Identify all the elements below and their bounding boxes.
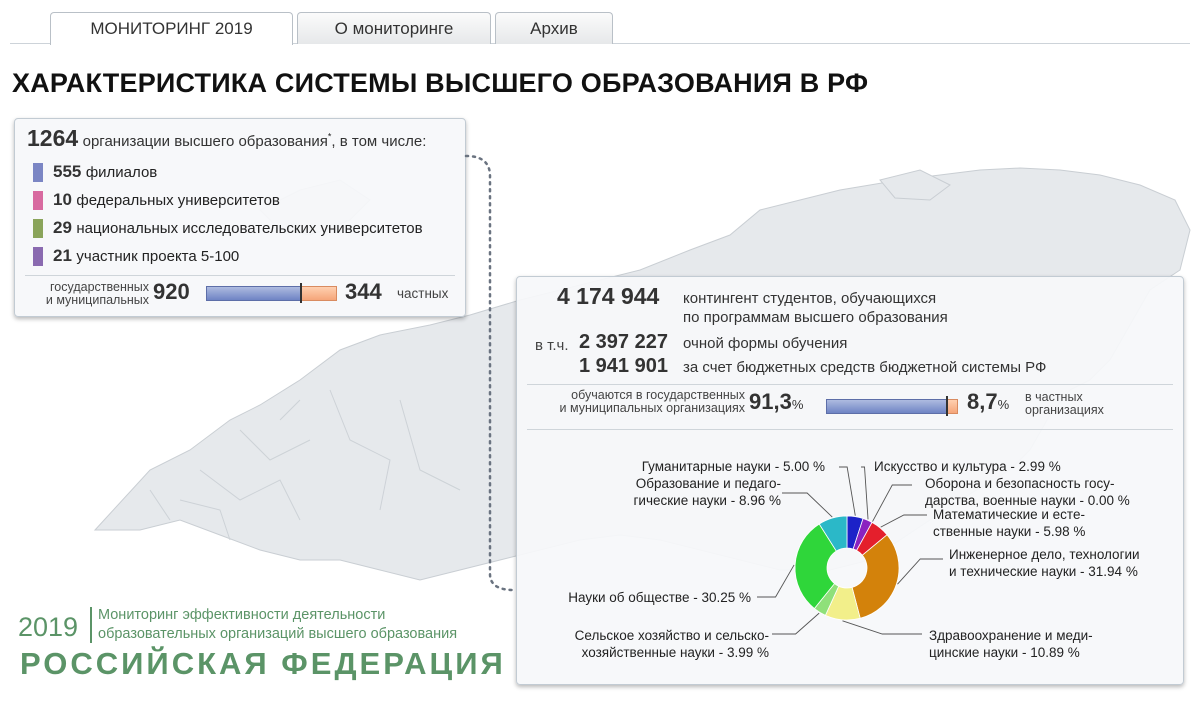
donut-leader-line [757,564,795,598]
footer-line-1: Мониторинг эффективности деятельности [98,607,386,623]
students-total-label: контингент студентов, обучающихся по про… [683,290,948,326]
state-orgs-label: государственных и муниципальных [45,280,149,307]
federal-universities-swatch [33,191,43,210]
fulltime-label: очной формы обучения [683,335,848,352]
donut-leader-line [861,466,869,520]
connector-bracket [464,154,516,592]
donut-leader-line [897,558,943,585]
footer-divider [90,607,92,643]
donut-leader-line [880,514,927,528]
organizations-total-row: 1264 организации высшего образования*, в… [27,125,426,152]
project-5-100-label: участник проекта 5-100 [76,248,240,265]
footer-country: РОССИЙСКАЯ ФЕДЕРАЦИЯ [20,646,506,681]
branches-value: 555 [53,162,82,181]
private-orgs-label: частных [397,286,449,301]
label-defense: Оборона и безопасность госу- дарства, во… [925,476,1130,508]
budget-value: 1 941 901 [579,355,668,377]
research-universities-label: национальных исследовательских университ… [76,220,423,237]
project-5-100-value: 21 [53,246,72,265]
federal-universities-value: 10 [53,190,72,209]
organizations-card: 1264 организации высшего образования*, в… [14,118,466,317]
tab-bar: МОНИТОРИНГ 2019 О мониторинге Архив [0,0,1200,45]
state-students-label: обучаются в государственных и муниципаль… [559,388,745,415]
private-students-value: 8,7% [967,389,1010,414]
donut-slice [851,534,900,619]
donut-leader-line [782,492,833,518]
donut-leader-line [839,466,856,516]
label-engineering: Инженерное дело, технологии и технически… [949,547,1140,579]
donut-leader-line [872,484,912,522]
organizations-total-label-tail: , в том числе: [331,133,427,150]
label-math: Математические и есте- ственные науки - … [933,507,1086,539]
donut-slice [794,523,837,610]
budget-label: за счет бюджетных средств бюджетной сист… [683,359,1047,376]
footnote-mark: * [327,131,332,142]
students-card: 4 174 944 контингент студентов, обучающи… [516,276,1184,685]
label-education: Образование и педаго- гические науки - 8… [633,476,782,508]
label-humanities: Гуманитарные науки - 5.00 % [641,459,825,474]
students-divider-1 [527,384,1173,385]
orgs-bar-divider [300,283,302,303]
organizations-divider [25,275,455,276]
tab-archive[interactable]: Архив [495,12,613,44]
federal-universities-label: федеральных университетов [76,192,280,209]
project-5-100-swatch [33,247,43,266]
footer-year: 2019 [18,612,79,642]
donut-leader-line [772,612,820,635]
label-medicine: Здравоохранение и меди- цинские науки - … [929,628,1093,660]
students-total-value: 4 174 944 [557,283,660,309]
fields-donut-chart [757,466,943,635]
organizations-total-value: 1264 [27,125,79,151]
research-universities-swatch [33,219,43,238]
label-social: Науки об обществе - 30.25 % [568,590,751,605]
students-divider-2 [527,429,1173,430]
state-orgs-value: 920 [153,279,190,304]
fulltime-prefix: в т.ч. [535,337,569,354]
donut-slice [818,515,848,552]
private-students-label: в частных организациях [1025,390,1104,417]
branches-swatch [33,163,43,182]
tab-monitoring-2019[interactable]: МОНИТОРИНГ 2019 [50,12,293,45]
organizations-total-label: организации высшего образования [82,133,328,150]
students-bar-divider [946,396,948,416]
private-orgs-value: 344 [345,279,382,304]
label-agriculture: Сельское хозяйство и сельско- хозяйствен… [574,628,769,660]
branches-label: филиалов [85,164,158,181]
tab-about-monitoring[interactable]: О мониторинге [297,12,491,44]
donut-leader-line [842,620,922,635]
state-students-value: 91,3% [749,389,804,414]
fulltime-value: 2 397 227 [579,331,668,353]
footer-line-2: образовательных организаций высшего обра… [98,626,458,642]
research-universities-value: 29 [53,218,72,237]
private-orgs-bar [301,286,337,301]
label-arts: Искусство и культура - 2.99 % [874,459,1061,474]
state-orgs-bar [206,286,301,301]
page-title: ХАРАКТЕРИСТИКА СИСТЕМЫ ВЫСШЕГО ОБРАЗОВАН… [12,68,869,98]
